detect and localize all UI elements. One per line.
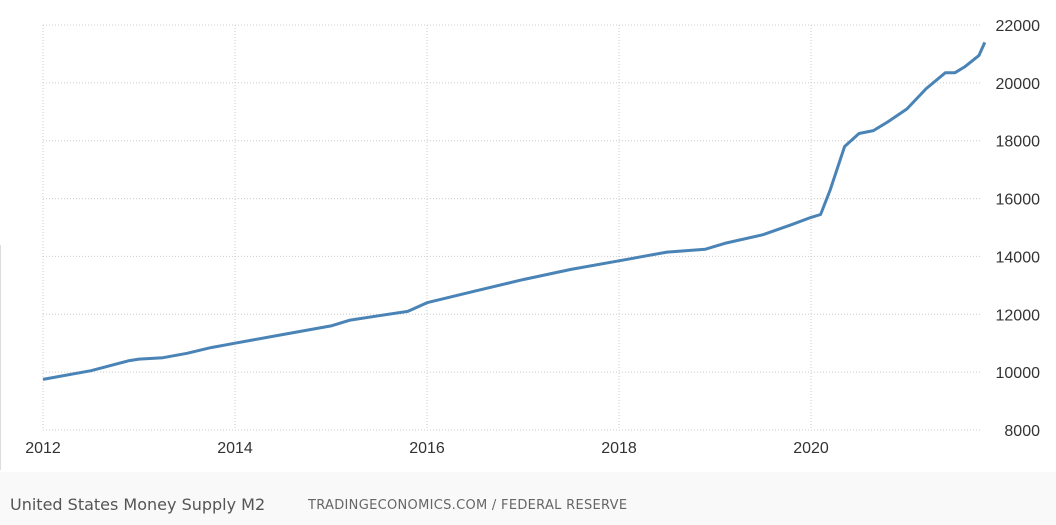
y-tick-label-22000: 22000 — [996, 18, 1041, 35]
y-tick-label-16000: 16000 — [996, 192, 1041, 209]
x-tick-label-2016: 2016 — [409, 440, 445, 457]
y-tick-label-14000: 14000 — [996, 249, 1041, 266]
x-tick-label-2020: 2020 — [793, 440, 829, 457]
y-tick-label-8000: 8000 — [1004, 423, 1040, 440]
y-tick-label-18000: 18000 — [996, 134, 1041, 151]
y-tick-label-20000: 20000 — [996, 76, 1041, 93]
y-tick-label-12000: 12000 — [996, 307, 1041, 324]
line-chart: 8000 10000 12000 14000 16000 18000 20000 22000 2… — [25, 18, 1040, 457]
y-tick-label-10000: 10000 — [996, 365, 1041, 382]
chart-source: TRADINGECONOMICS.COM / FEDERAL RESERVE — [308, 498, 628, 513]
chart-title: United States Money Supply M2 — [10, 495, 266, 514]
x-tick-label-2012: 2012 — [25, 440, 61, 457]
series-line-money-supply-m2 — [42, 41, 987, 381]
x-tick-label-2018: 2018 — [601, 440, 637, 457]
grid — [42, 24, 980, 431]
left-border — [0, 245, 1, 470]
footer — [0, 472, 1056, 525]
axis-ticks: 8000 10000 12000 14000 16000 18000 20000 22000 2… — [25, 18, 1040, 457]
x-tick-label-2014: 2014 — [217, 440, 253, 457]
